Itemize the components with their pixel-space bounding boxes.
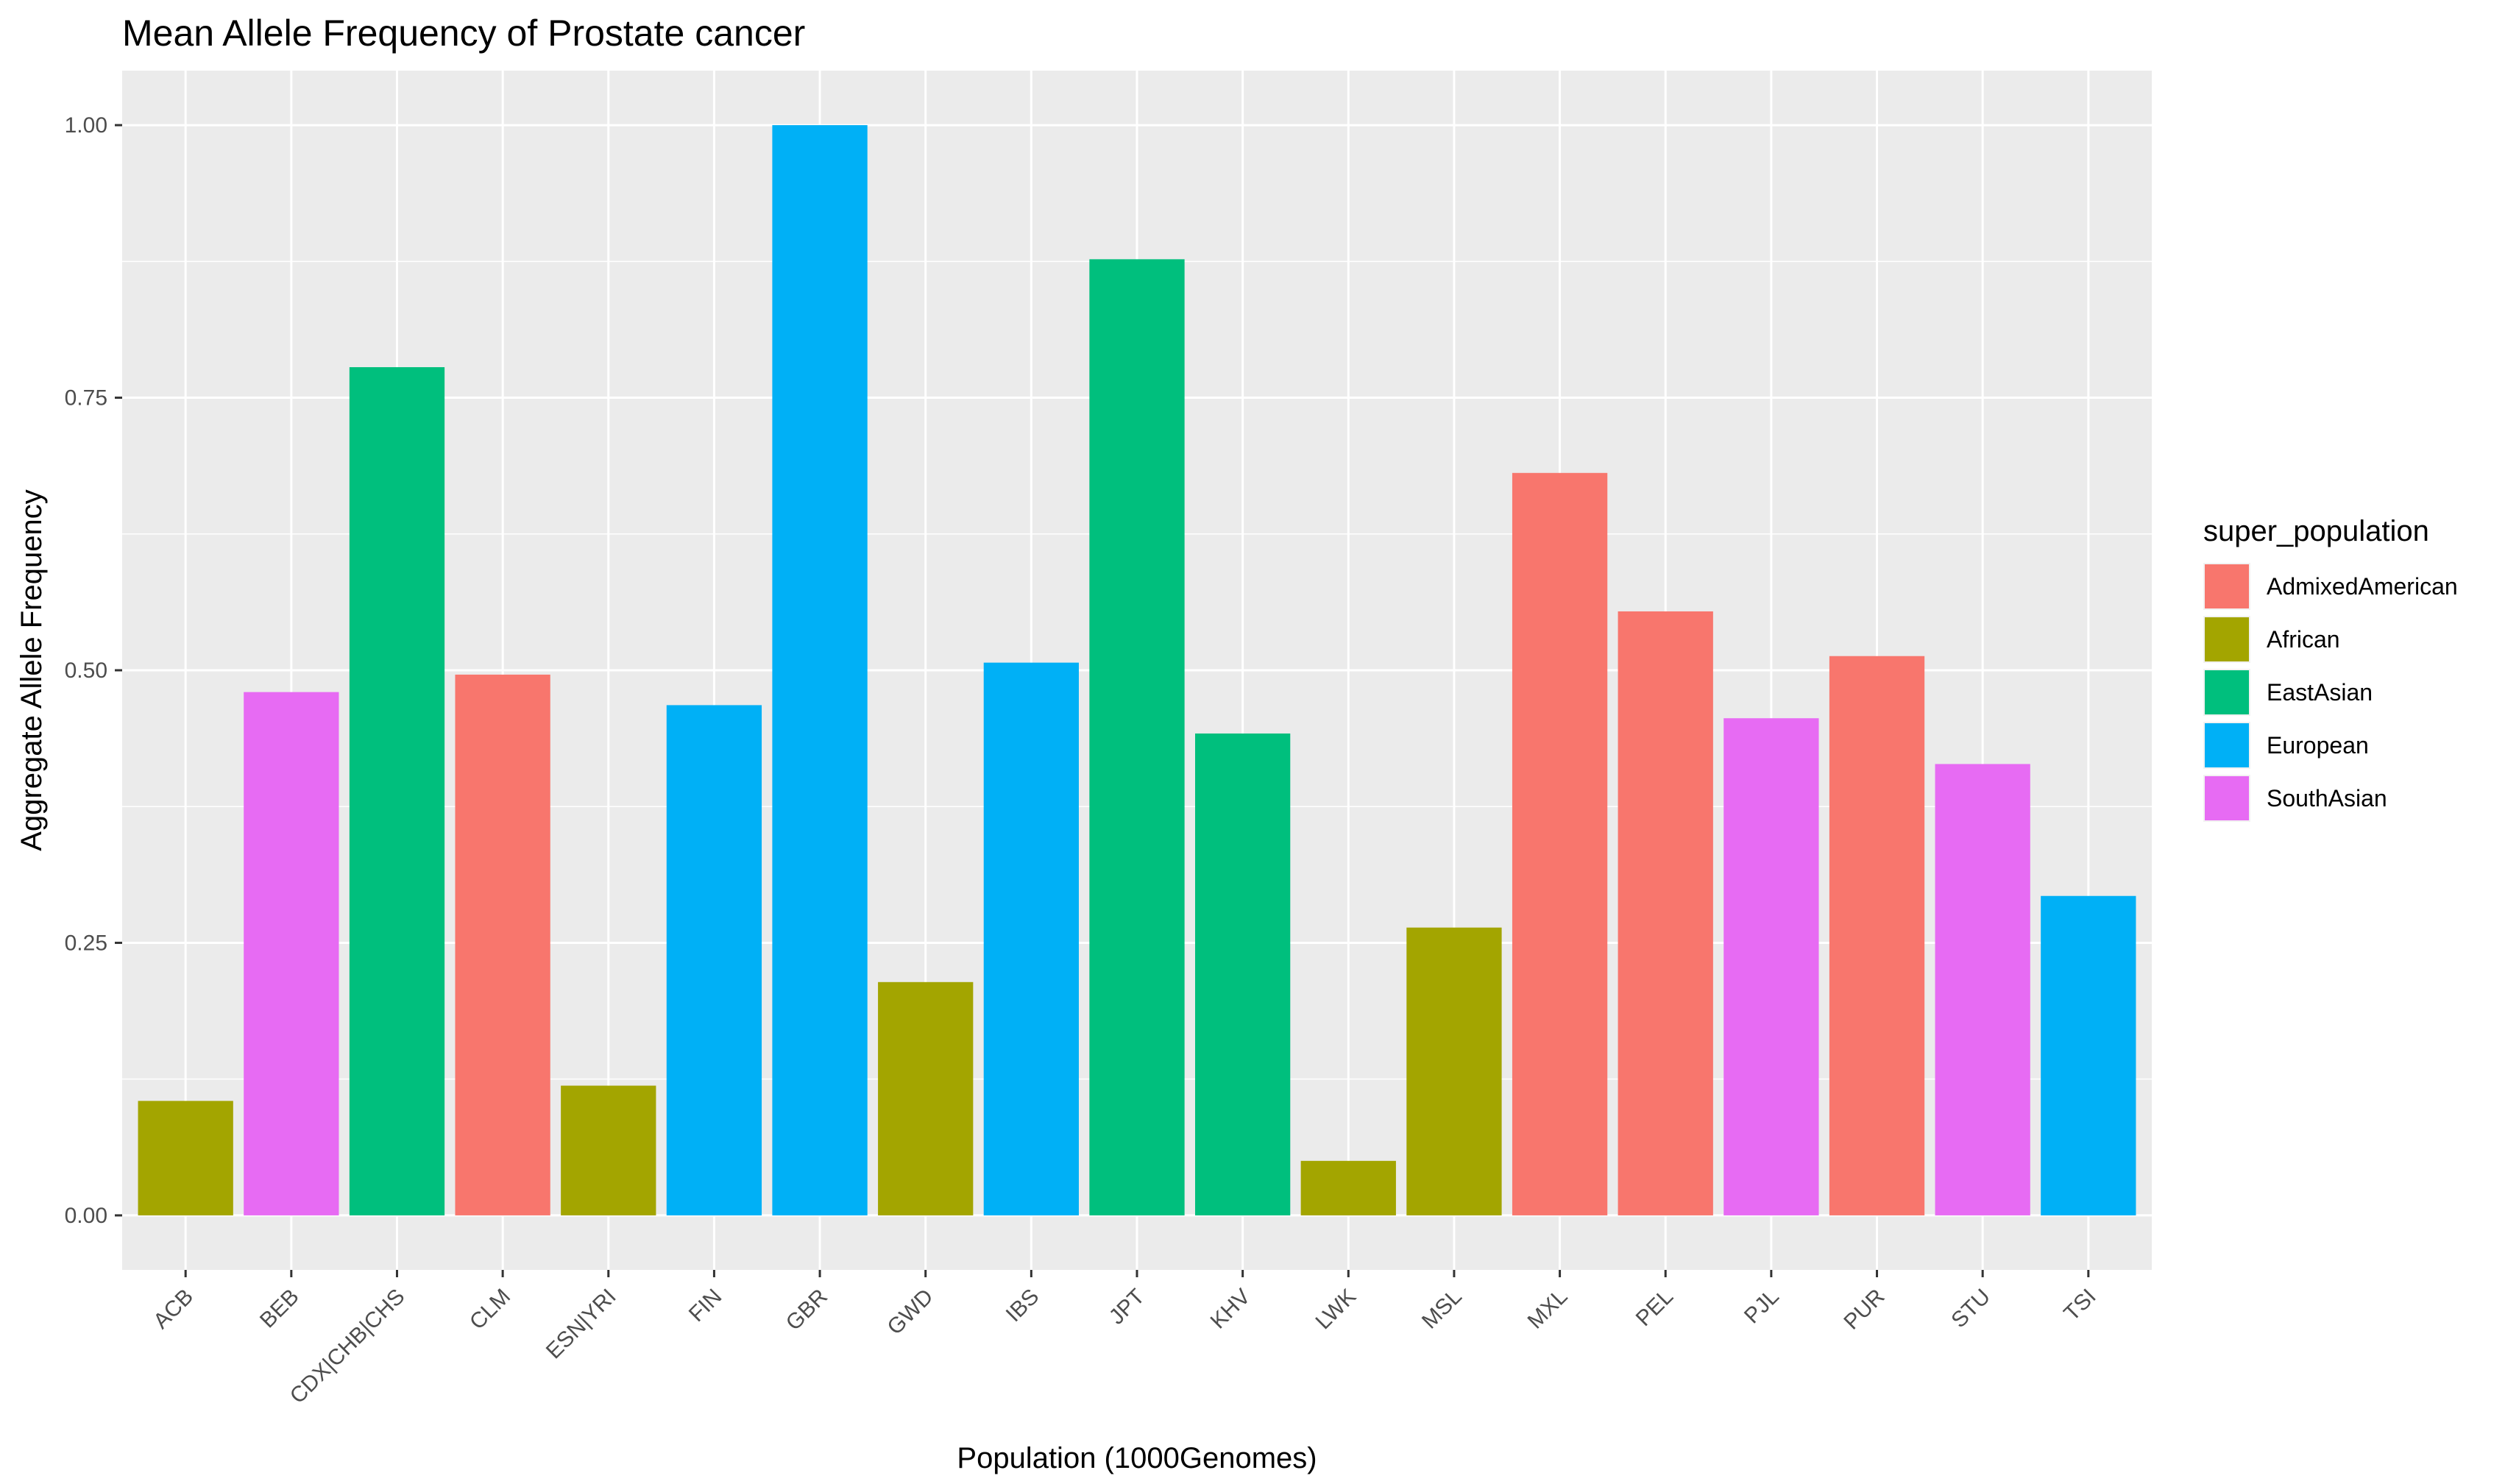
x-tick-label: BEB [255, 1285, 304, 1333]
x-tick-label: MXL [1523, 1285, 1573, 1334]
x-tick-label: IBS [1002, 1285, 1044, 1327]
bar-beb [244, 692, 339, 1215]
legend-swatch [2205, 776, 2249, 820]
x-tick-label: KHV [1206, 1285, 1255, 1334]
bar-pur [1829, 656, 1925, 1215]
x-tick-label: FIN [684, 1285, 727, 1327]
bar-pel [1618, 611, 1713, 1215]
legend: super_population AdmixedAmerican African E… [2203, 515, 2458, 822]
x-tick-label: PJL [1740, 1285, 1784, 1329]
legend-label: African [2267, 626, 2340, 653]
x-tick-label: GBR [782, 1285, 832, 1335]
x-tick-label: LWK [1311, 1285, 1361, 1335]
bar-ibs [983, 662, 1079, 1215]
bar-acb [138, 1101, 233, 1215]
chart-title: Mean Allele Frequency of Prostate cancer [122, 13, 805, 54]
bar-msl [1406, 927, 1502, 1215]
x-tick-label: PUR [1839, 1285, 1889, 1335]
y-tick-label: 0.25 [65, 931, 107, 955]
bar-tsi [2041, 895, 2136, 1215]
y-axis-title: Aggregate Allele Frequency [15, 489, 48, 851]
x-tick-label: CDX|CHB|CHS [286, 1285, 410, 1409]
x-tick-label: MSL [1417, 1285, 1467, 1334]
x-tick-label: GWD [882, 1285, 938, 1340]
bars-group [138, 125, 2136, 1215]
legend-swatch [2205, 670, 2249, 714]
x-tick-label: TSI [2059, 1285, 2100, 1326]
x-tick-label: STU [1946, 1285, 1995, 1333]
legend-label: SouthAsian [2267, 785, 2387, 812]
bar-clm [455, 674, 550, 1215]
bar-jpt [1089, 259, 1185, 1215]
y-axis: 0.00 0.25 0.50 0.75 1.00 [65, 113, 122, 1228]
bar-gbr [772, 125, 868, 1215]
x-tick-label: CLM [465, 1285, 515, 1335]
y-tick-label: 0.50 [65, 658, 107, 683]
x-tick-label: PEL [1631, 1285, 1678, 1331]
bar-lwk [1300, 1160, 1396, 1215]
bar-esn-yri [561, 1085, 656, 1215]
legend-swatch [2205, 723, 2249, 767]
bar-cdx-chb-chs [349, 367, 445, 1215]
bar-fin [666, 705, 762, 1215]
bar-khv [1195, 733, 1291, 1215]
y-tick-label: 0.00 [65, 1204, 107, 1228]
legend-title: super_population [2203, 515, 2429, 547]
x-tick-label: ESN|YRI [542, 1285, 621, 1364]
bar-mxl [1512, 472, 1608, 1215]
x-tick-label: JPT [1105, 1285, 1149, 1329]
legend-label: European [2267, 732, 2369, 759]
bar-pjl [1723, 718, 1819, 1215]
legend-label: EastAsian [2267, 679, 2373, 706]
bar-gwd [878, 981, 974, 1215]
x-axis-title: Population (1000Genomes) [957, 1442, 1317, 1474]
legend-label: AdmixedAmerican [2267, 573, 2458, 600]
y-tick-label: 0.75 [65, 386, 107, 411]
bar-stu [1935, 764, 2030, 1215]
legend-items: AdmixedAmerican African EastAsian European S… [2203, 563, 2458, 822]
legend-swatch [2205, 617, 2249, 661]
x-tick-label: ACB [149, 1285, 198, 1334]
legend-swatch [2205, 564, 2249, 608]
y-tick-label: 1.00 [65, 113, 107, 138]
